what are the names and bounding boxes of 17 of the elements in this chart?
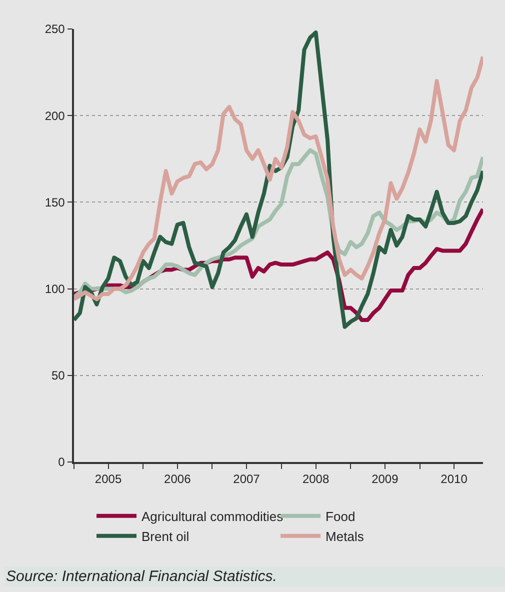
x-tick-label: 2010 bbox=[440, 472, 468, 486]
legend-label: Metals bbox=[326, 528, 364, 544]
x-tick-label: 2009 bbox=[372, 472, 399, 486]
x-tick-label: 2007 bbox=[233, 472, 260, 486]
y-tick-label: 200 bbox=[44, 108, 66, 123]
y-tick-label: 150 bbox=[44, 195, 66, 210]
y-tick-label: 250 bbox=[44, 22, 66, 36]
x-tick-label: 2008 bbox=[302, 472, 330, 486]
source-note: Source: International Financial Statistics. bbox=[6, 568, 277, 585]
x-tick-label: 2006 bbox=[164, 472, 192, 486]
legend-label: Food bbox=[326, 508, 356, 524]
legend-label: Agricultural commodities bbox=[142, 508, 284, 524]
x-tick-label: 2005 bbox=[94, 472, 122, 486]
y-tick-label: 100 bbox=[44, 282, 66, 296]
legend-label: Brent oil bbox=[142, 528, 190, 544]
y-tick-label: 0 bbox=[58, 455, 66, 470]
y-tick-label: 50 bbox=[51, 368, 66, 383]
